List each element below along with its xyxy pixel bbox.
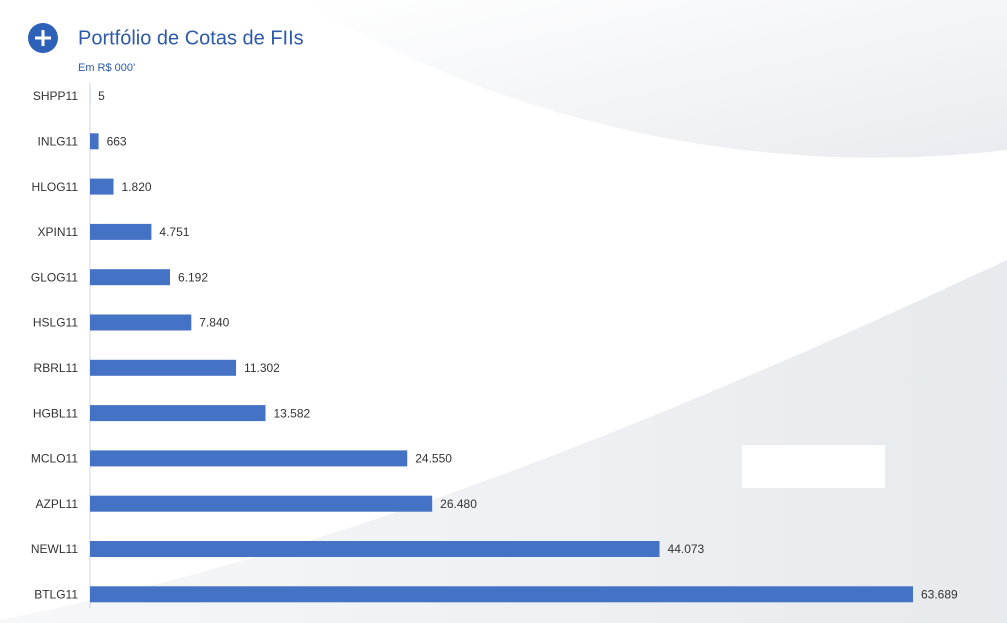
category-label: NEWL11 [31, 542, 78, 556]
value-label: 24.550 [415, 452, 452, 466]
chart-title: Portfólio de Cotas de FIIs [78, 27, 304, 49]
plus-icon-sign [35, 30, 51, 46]
value-label: 4.751 [159, 225, 189, 239]
value-label: 1.820 [122, 180, 152, 194]
bar [90, 405, 266, 422]
category-label: XPIN11 [38, 225, 79, 239]
value-label: 6.192 [178, 270, 208, 284]
value-label: 63.689 [921, 587, 958, 601]
value-label: 44.073 [668, 542, 705, 556]
category-label: BTLG11 [34, 587, 78, 601]
value-label: 5 [98, 89, 105, 103]
bar [90, 541, 660, 557]
bar [90, 314, 192, 331]
bar [90, 450, 408, 467]
category-label: RBRL11 [34, 361, 79, 375]
category-label: AZPL11 [36, 497, 79, 511]
category-label: HSLG11 [33, 316, 78, 330]
bar [90, 223, 152, 240]
value-label: 7.840 [199, 316, 229, 330]
category-label: HGBL11 [33, 406, 78, 420]
category-label: MCLO11 [31, 452, 78, 466]
chart-subtitle: Em R$ 000’ [78, 62, 135, 74]
background-swoosh [0, 260, 1007, 623]
bar [90, 269, 171, 286]
bar [90, 359, 237, 376]
category-label: HLOG11 [32, 180, 79, 194]
value-label: 26.480 [440, 497, 477, 511]
background-swoosh [300, 0, 1007, 158]
bar [90, 133, 99, 150]
value-label: 663 [107, 134, 127, 148]
category-label: GLOG11 [31, 270, 78, 284]
blank-box [742, 445, 885, 488]
bar [90, 495, 433, 512]
category-label: SHPP11 [33, 89, 78, 103]
category-label: INLG11 [38, 134, 79, 148]
bar [90, 586, 913, 603]
value-label: 11.302 [244, 361, 280, 375]
bar [90, 178, 114, 195]
value-label: 13.582 [274, 406, 311, 420]
